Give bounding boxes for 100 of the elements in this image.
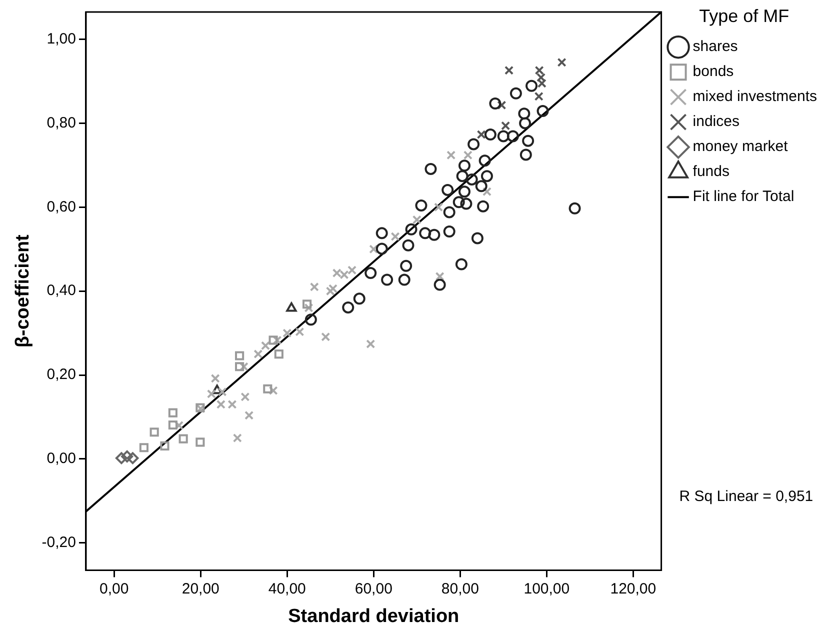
point [244, 410, 254, 420]
point [412, 215, 422, 224]
point [497, 130, 510, 142]
point [568, 202, 581, 214]
point [520, 148, 532, 161]
point [304, 314, 317, 326]
point [428, 228, 440, 241]
legend-title: Type of MF [699, 6, 790, 26]
point [240, 392, 250, 402]
y-tick-label: 0,40 [46, 282, 76, 300]
point [557, 58, 566, 67]
point [534, 92, 544, 101]
point [434, 278, 446, 291]
point [497, 100, 506, 110]
y-tick-label: -0,20 [42, 534, 76, 552]
point [419, 227, 432, 240]
y-tick-label: 0,00 [46, 450, 76, 468]
point [286, 302, 297, 312]
point [398, 274, 410, 286]
point [526, 80, 538, 92]
point [466, 173, 478, 186]
point [366, 339, 376, 349]
point [340, 270, 349, 280]
point [455, 258, 468, 270]
point [121, 450, 134, 462]
text: R Sq Linear = 0,951 [679, 488, 814, 505]
point [510, 87, 522, 100]
point [458, 160, 470, 172]
point [328, 284, 338, 294]
legend-label: funds [692, 163, 730, 180]
point [126, 452, 139, 464]
point [456, 170, 468, 182]
point [452, 196, 465, 208]
point [239, 362, 248, 372]
point [210, 374, 220, 383]
point [235, 351, 244, 360]
point [434, 202, 444, 212]
point [424, 162, 437, 175]
point [235, 362, 244, 372]
point [443, 226, 456, 238]
point [435, 272, 444, 281]
point [381, 274, 394, 286]
point [458, 186, 470, 198]
point [321, 332, 330, 342]
y-axis-title: β-coefficient [12, 234, 34, 348]
point [272, 336, 282, 345]
point [463, 150, 472, 160]
point [216, 400, 226, 409]
point [480, 170, 493, 182]
legend-label: shares [692, 38, 738, 56]
point [477, 200, 490, 212]
point [274, 350, 284, 359]
point [353, 292, 366, 305]
point [482, 187, 492, 196]
legend-label: mixed investments [692, 88, 818, 106]
point [522, 134, 534, 147]
point [442, 184, 454, 196]
point [476, 130, 486, 140]
point [332, 268, 342, 278]
y-tick-label: 1,00 [46, 30, 76, 48]
point [518, 108, 530, 120]
x-tick-label: 60,00 [354, 580, 392, 598]
point [501, 121, 510, 130]
x-tick-label: 80,00 [441, 580, 479, 598]
legend-label: bonds [692, 63, 734, 80]
point [446, 150, 456, 160]
point [415, 199, 428, 212]
legend-label: money market [692, 138, 789, 156]
point [115, 452, 128, 464]
point [174, 420, 184, 430]
point [443, 206, 456, 218]
y-tick-label: 0,20 [46, 366, 76, 384]
point [536, 105, 549, 118]
x-tick-label: 100,00 [524, 580, 570, 598]
point [254, 350, 263, 359]
point [342, 301, 354, 314]
point [206, 389, 216, 398]
point [506, 130, 519, 142]
point [369, 244, 378, 254]
x-tick-label: 40,00 [268, 580, 306, 598]
point [376, 242, 388, 255]
point [347, 266, 357, 275]
point [282, 328, 292, 338]
y-tick-label: 0,60 [46, 198, 76, 216]
point [302, 300, 312, 309]
point [376, 227, 388, 240]
point [484, 128, 496, 141]
point [295, 327, 304, 336]
point [260, 341, 270, 350]
point [405, 223, 418, 236]
x-tick-label: 0,00 [100, 580, 129, 598]
point [310, 282, 319, 292]
point [168, 420, 178, 430]
point [150, 428, 159, 437]
point [178, 434, 188, 444]
x-tick-label: 120,00 [610, 580, 656, 598]
point [218, 387, 227, 396]
point [326, 286, 335, 296]
point [212, 384, 222, 394]
point [196, 438, 205, 447]
